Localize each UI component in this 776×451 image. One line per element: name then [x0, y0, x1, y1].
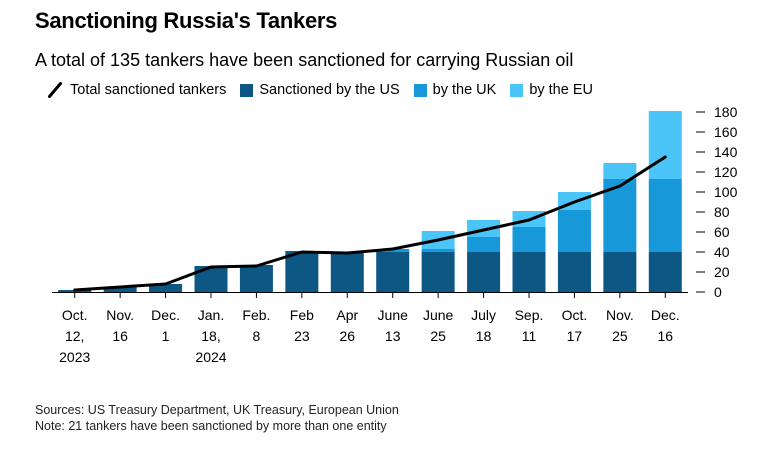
bar-us-11 — [557, 252, 591, 292]
bar-us-8 — [421, 252, 455, 292]
y-tick-label-3: 60 — [714, 224, 730, 240]
x-tick-label-0-0: Oct. — [62, 307, 88, 323]
legend-item-uk: by the UK — [413, 82, 497, 98]
y-tick-label-7: 140 — [714, 144, 738, 160]
x-tick-label-13-1: 16 — [657, 328, 673, 344]
chart-subtitle: A total of 135 tankers have been sanctio… — [35, 50, 574, 70]
x-tick-label-5-0: Feb — [290, 307, 314, 323]
x-axis: Oct. 12, 2023 Nov. 16 Dec. 1 Jan. 18, 2024 Feb. 8 Fe… — [52, 292, 688, 365]
x-tick-label-1-1: 16 — [112, 328, 128, 344]
legend-label-uk: by the UK — [432, 82, 497, 98]
x-tick-label-0-2: 2023 — [59, 349, 90, 365]
bar-us-13 — [648, 252, 682, 292]
x-tick-label-7-0: June — [378, 307, 409, 323]
y-tick-label-5: 100 — [714, 184, 738, 200]
legend-item-eu: by the EU — [510, 82, 593, 98]
bar-uk-10 — [512, 227, 546, 252]
x-tick-label-12-0: Nov. — [606, 307, 634, 323]
legend-swatch-uk — [413, 83, 427, 97]
legend-item-total: Total sanctioned tankers — [48, 82, 226, 98]
bar-us-4 — [239, 265, 273, 292]
bar-us-5 — [285, 251, 319, 292]
legend-swatch-us — [240, 83, 254, 97]
y-tick-label-1: 20 — [714, 264, 730, 280]
bar-uk-11 — [557, 210, 591, 252]
bar-uk-13 — [648, 179, 682, 252]
y-tick-label-2: 40 — [714, 244, 730, 260]
y-axis: 0 20 40 60 80 100 120 140 160 180 — [696, 104, 738, 300]
x-tick-label-3-2: 2024 — [195, 349, 226, 365]
x-tick-label-6-0: Apr — [336, 307, 358, 323]
bar-us-9 — [467, 252, 501, 292]
sources-text: Sources: US Treasury Department, UK Trea… — [35, 403, 399, 417]
total-line — [73, 155, 667, 292]
x-tick-label-9-0: July — [471, 307, 496, 323]
bar-uk-9 — [467, 237, 501, 252]
chart-plot: 0 20 40 60 80 100 120 140 160 180 Oct. 12, 2023 Nov.… — [52, 104, 738, 365]
chart-title: Sanctioning Russia's Tankers — [35, 8, 338, 33]
footer: Sources: US Treasury Department, UK Trea… — [35, 402, 399, 434]
x-tick-label-8-0: June — [423, 307, 454, 323]
x-tick-label-11-0: Oct. — [562, 307, 588, 323]
bar-uk-8 — [421, 249, 455, 252]
bar-us-6 — [330, 252, 364, 292]
x-tick-label-2-1: 1 — [162, 328, 170, 344]
x-tick-label-10-1: 11 — [522, 328, 537, 344]
x-tick-label-0-1: 12, — [65, 328, 84, 344]
bar-us-10 — [512, 252, 546, 292]
x-tick-label-4-1: 8 — [253, 328, 261, 344]
bar-eu-12 — [603, 163, 637, 179]
y-tick-label-6: 120 — [714, 164, 738, 180]
bar-us-1 — [103, 287, 137, 292]
x-tick-label-3-1: 18, — [201, 328, 220, 344]
bar-us-12 — [603, 252, 637, 292]
y-tick-label-9: 180 — [714, 104, 738, 120]
total-line-group — [73, 155, 667, 292]
x-tick-label-8-1: 25 — [430, 328, 446, 344]
x-tick-label-11-1: 17 — [567, 328, 583, 344]
bar-eu-13 — [648, 111, 682, 179]
x-tick-label-3-0: Jan. — [198, 307, 224, 323]
y-tick-label-8: 160 — [714, 124, 738, 140]
legend-label-total: Total sanctioned tankers — [70, 82, 227, 98]
legend-swatch-eu — [510, 83, 524, 97]
legend-label-eu: by the EU — [529, 82, 593, 98]
legend-line-icon — [48, 82, 62, 98]
x-tick-label-4-0: Feb. — [242, 307, 270, 323]
y-tick-label-0: 0 — [714, 284, 722, 300]
legend-label-us: Sanctioned by the US — [259, 82, 400, 98]
x-tick-label-1-0: Nov. — [106, 307, 134, 323]
x-tick-label-10-0: Sep. — [515, 307, 544, 323]
x-tick-label-7-1: 13 — [385, 328, 401, 344]
x-tick-label-2-0: Dec. — [151, 307, 180, 323]
x-tick-label-13-0: Dec. — [651, 307, 680, 323]
y-tick-label-4: 80 — [714, 204, 730, 220]
legend: Total sanctioned tankers Sanctioned by t… — [48, 80, 607, 100]
x-tick-label-5-1: 23 — [294, 328, 310, 344]
x-tick-label-12-1: 25 — [612, 328, 628, 344]
x-tick-label-6-1: 26 — [339, 328, 355, 344]
bar-us-7 — [376, 252, 410, 292]
bar-us-2 — [149, 284, 183, 292]
x-tick-label-9-1: 18 — [476, 328, 492, 344]
note-text: Note: 21 tankers have been sanctioned by… — [35, 419, 387, 433]
legend-item-us: Sanctioned by the US — [240, 82, 400, 98]
bar-group — [58, 111, 682, 292]
